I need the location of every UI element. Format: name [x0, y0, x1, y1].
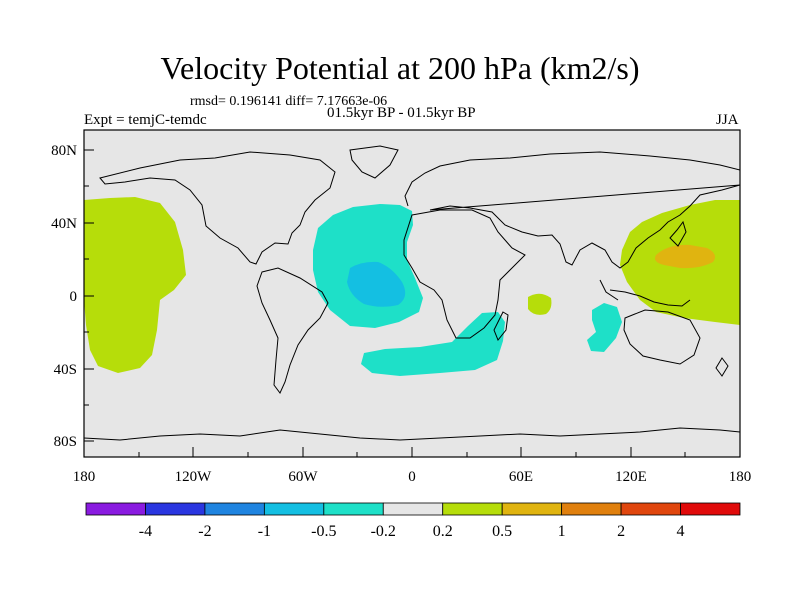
negative-region-eastern-indian [587, 303, 622, 352]
coastline-southeast-asia [599, 279, 691, 307]
colorbar-label: 4 [677, 523, 685, 540]
colorbar-labels: -4 -2 -1 -0.5 -0.2 0.2 0.5 1 2 4 [139, 523, 685, 540]
stats-label: rmsd= 0.196141 diff= 7.17663e-06 [190, 94, 388, 109]
positive-strong-region-western-pacific [655, 244, 715, 269]
lon-tick-label: 60E [509, 469, 533, 485]
colorbar-swatch [85, 502, 146, 516]
period-label: 01.5kyr BP - 01.5kyr BP [327, 105, 476, 121]
colorbar-label: -4 [139, 523, 152, 540]
colorbar-swatch [145, 502, 206, 516]
lon-tick-label: 120E [615, 469, 647, 485]
coastline-europe-asia [404, 151, 740, 269]
coastline-japan [669, 220, 687, 247]
colorbar-label: 0.2 [433, 523, 453, 540]
colorbar-swatch [561, 502, 622, 516]
colorbar-swatch [204, 502, 265, 516]
lat-tick-label: 40S [54, 362, 77, 378]
colorbar-swatch [620, 502, 681, 516]
lat-tick-label: 40N [51, 216, 77, 232]
positive-region-indian-ocean [528, 293, 552, 315]
lon-tick-label: 180 [73, 469, 96, 485]
lon-tick-label: 60W [288, 469, 318, 485]
coastline-north-america [99, 151, 336, 265]
colorbar-swatch [442, 502, 503, 516]
lon-tick-label: 0 [408, 469, 416, 485]
coastlines [84, 145, 740, 441]
coastline-australia [623, 309, 701, 365]
coastline-madagascar [493, 311, 509, 341]
colorbar-label: -0.5 [311, 523, 336, 540]
colorbar-swatch [323, 502, 384, 516]
lat-tick-label: 80S [54, 434, 77, 450]
coastline-greenland [349, 145, 399, 179]
colorbar-label: -0.2 [371, 523, 396, 540]
lon-tick-label: 180 [729, 469, 752, 485]
longitude-ticks [83, 447, 741, 457]
colorbar-swatch [680, 502, 741, 516]
latitude-ticks [84, 149, 94, 442]
coastline-africa [403, 209, 526, 339]
coastline-new-zealand [715, 357, 729, 377]
lat-tick-label: 80N [51, 143, 77, 159]
lon-tick-label: 120W [175, 469, 213, 485]
colorbar-swatch [263, 502, 325, 516]
coastline-south-america [256, 267, 329, 394]
colorbar-label: 0.5 [492, 523, 512, 540]
colorbar-swatch [501, 502, 563, 516]
colorbar-label: -1 [258, 523, 271, 540]
colorbar-label: 1 [558, 523, 566, 540]
plot-title: Velocity Potential at 200 hPa (km2/s) [160, 50, 640, 86]
negative-strong-region-atlantic [347, 261, 406, 307]
positive-region-eastern-pacific [84, 197, 186, 373]
colorbar [85, 502, 741, 516]
experiment-label: Expt = temjC-temdc [84, 112, 207, 128]
coastline-antarctica [84, 427, 740, 441]
colorbar-label: -2 [198, 523, 211, 540]
colorbar-label: 2 [617, 523, 625, 540]
lat-tick-label: 0 [70, 289, 78, 305]
colorbar-swatch [382, 502, 444, 516]
season-label: JJA [716, 112, 739, 128]
negative-region-south-indian [361, 312, 505, 376]
